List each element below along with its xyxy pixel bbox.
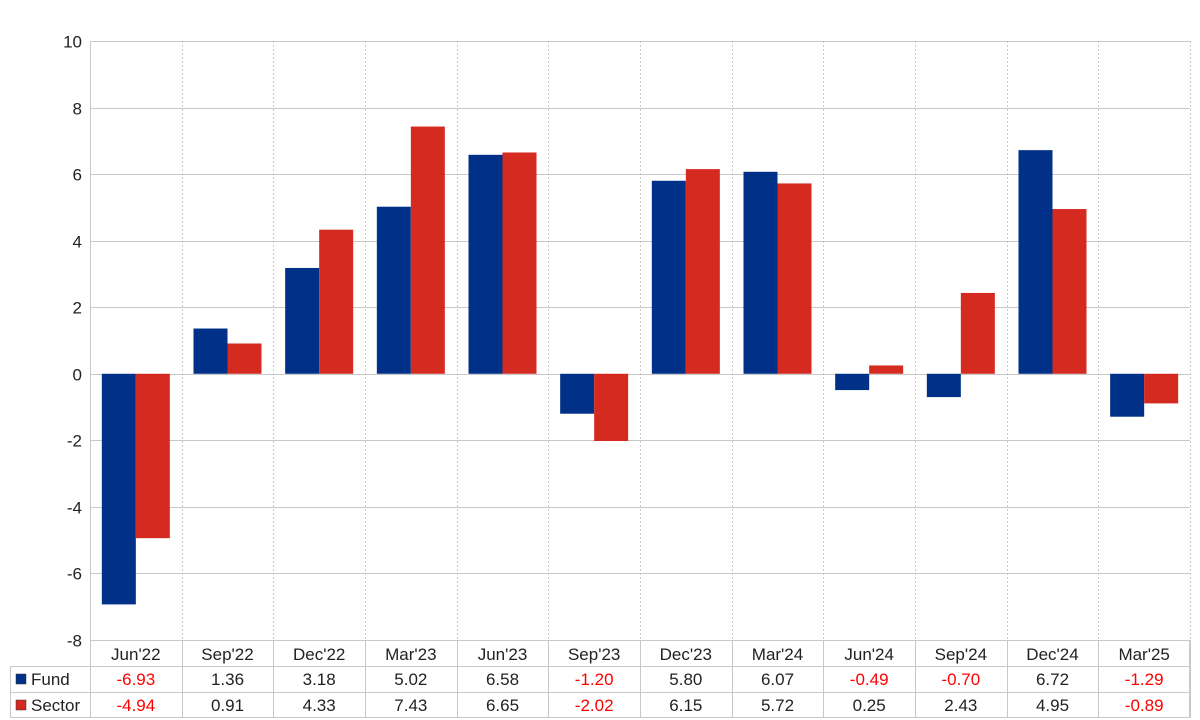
legend-label-sector: Sector [31,696,80,715]
category-label: Mar'23 [385,645,436,664]
bar-sector-3 [410,126,445,374]
y-tick-label: -6 [67,565,82,584]
category-label: Sep'23 [568,645,620,664]
data-label-sector: 6.65 [486,696,519,715]
data-label-sector: 4.33 [303,696,336,715]
bar-sector-2 [319,229,354,374]
bar-sector-6 [685,169,720,374]
bar-sector-9 [960,292,995,374]
bar-fund-10 [1018,150,1053,374]
y-tick-label: -4 [67,499,82,518]
data-label-sector: -0.89 [1125,696,1164,715]
category-label: Dec'24 [1026,645,1078,664]
data-label-fund: -6.93 [116,670,155,689]
data-label-fund: 6.72 [1036,670,1069,689]
category-label: Mar'24 [752,645,803,664]
data-label-fund: 5.80 [669,670,702,689]
category-label: Dec'22 [293,645,345,664]
bar-fund-7 [743,171,778,374]
grid-layer [90,41,1191,641]
bar-fund-5 [560,373,595,414]
legend-label-fund: Fund [31,670,70,689]
bar-fund-2 [285,267,320,374]
bar-sector-1 [227,343,262,374]
category-label: Jun'24 [844,645,894,664]
legend-swatch-fund [15,673,27,685]
bar-fund-3 [376,206,411,374]
bar-sector-8 [869,365,904,374]
bar-sector-11 [1144,373,1179,404]
data-label-sector: 2.43 [944,696,977,715]
category-label: Dec'23 [660,645,712,664]
bar-sector-0 [135,373,170,539]
data-label-fund: -0.70 [941,670,980,689]
data-label-sector: 0.25 [853,696,886,715]
category-labels: Jun'22 Sep'22 Dec'22 Mar'23 Jun'23 Sep'23 Dec'… [111,645,1170,664]
y-tick-label: 0 [73,366,82,385]
data-label-fund: -1.29 [1125,670,1164,689]
data-label-fund: -1.20 [575,670,614,689]
bar-fund-4 [468,154,503,374]
y-tick-label: 10 [63,33,82,52]
data-label-sector: 4.95 [1036,696,1069,715]
category-label: Sep'24 [935,645,987,664]
data-label-sector: 6.15 [669,696,702,715]
y-tick-labels: 10 8 6 4 2 0 -2 -4 -6 -8 [63,33,82,651]
bars-layer [101,126,1179,605]
bar-fund-9 [926,373,961,398]
category-label: Mar'25 [1118,645,1169,664]
bar-fund-6 [651,180,686,374]
bar-fund-0 [101,373,136,605]
data-label-fund: 5.02 [394,670,427,689]
data-label-sector: -2.02 [575,696,614,715]
data-label-fund: 1.36 [211,670,244,689]
data-label-sector: 7.43 [394,696,427,715]
bar-fund-1 [193,328,228,374]
data-label-sector: -4.94 [116,696,155,715]
y-tick-label: -8 [67,632,82,651]
y-tick-label: -2 [67,432,82,451]
y-tick-label: 4 [73,233,82,252]
data-label-sector: 5.72 [761,696,794,715]
category-label: Jun'22 [111,645,161,664]
category-label: Sep'22 [201,645,253,664]
data-label-fund: 3.18 [303,670,336,689]
y-tick-label: 6 [73,166,82,185]
data-label-fund: -0.49 [850,670,889,689]
bar-sector-7 [777,183,812,374]
bar-fund-8 [835,373,870,391]
bar-sector-10 [1052,209,1087,374]
bar-sector-4 [502,152,537,374]
data-table: Fund -6.93 1.36 3.18 5.02 6.58 -1.20 5.80 6.07 -0… [10,640,1191,718]
y-tick-label: 8 [73,100,82,119]
bar-fund-11 [1110,373,1145,417]
category-label: Jun'23 [478,645,528,664]
data-label-fund: 6.58 [486,670,519,689]
data-label-fund: 6.07 [761,670,794,689]
bar-sector-5 [594,373,629,441]
data-label-sector: 0.91 [211,696,244,715]
legend-swatch-sector [15,699,27,711]
y-tick-label: 2 [73,299,82,318]
